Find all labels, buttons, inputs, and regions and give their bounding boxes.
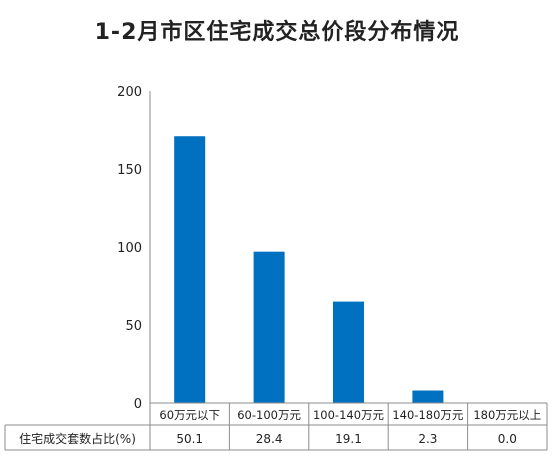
y-axis: 0 50 100 150 200: [117, 85, 151, 412]
table-value: 2.3: [418, 432, 437, 446]
bar: [253, 251, 285, 403]
table-value: 50.1: [176, 432, 203, 446]
category-label: 180万元以上: [473, 408, 541, 422]
data-table: 60万元以下 60-100万元 100-140万元 140-180万元 180万元以上住…: [4, 402, 548, 451]
y-tick-label: 50: [125, 319, 142, 334]
chart-title: 1-2月市区住宅成交总价段分布情况: [94, 20, 460, 45]
category-label: 60万元以下: [159, 408, 220, 422]
y-tick-label: 100: [117, 241, 142, 256]
bar: [333, 301, 364, 403]
category-label: 60-100万元: [237, 408, 301, 422]
bar: [412, 390, 444, 403]
y-tick-label: 0: [134, 397, 142, 412]
bar: [174, 136, 206, 404]
table-value: 28.4: [256, 432, 283, 446]
bars: [174, 136, 444, 404]
y-tick-label: 150: [117, 163, 142, 178]
table-value: 19.1: [335, 432, 362, 446]
table-row-label: 住宅成交套数占比(%): [19, 431, 136, 446]
category-label: 140-180万元: [392, 408, 464, 422]
y-tick-label: 200: [117, 85, 142, 100]
table-value: 0.0: [498, 432, 517, 446]
category-label: 100-140万元: [313, 408, 385, 422]
